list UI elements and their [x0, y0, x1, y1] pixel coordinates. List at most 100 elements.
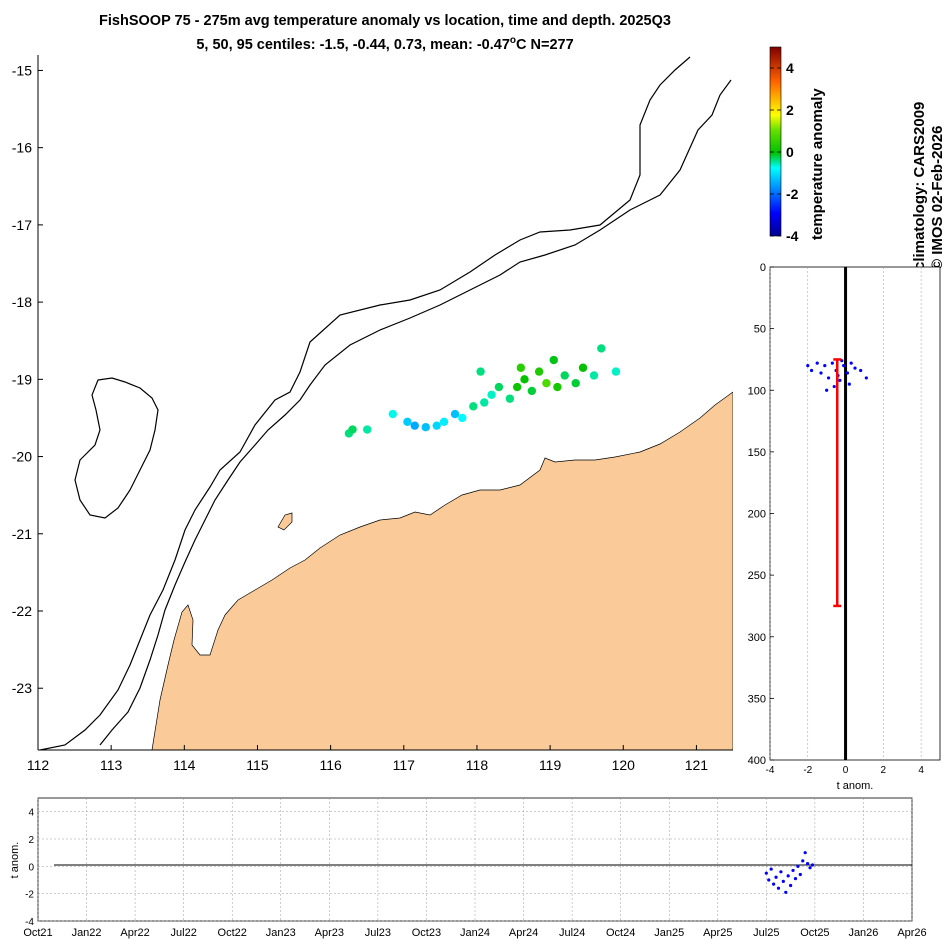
timeseries-data-point [772, 882, 776, 886]
depth-data-points [806, 359, 868, 392]
island-barrow [277, 512, 293, 531]
map-y-tick-label: -17 [12, 217, 32, 233]
timeseries-x-tick-label: Apr25 [703, 927, 732, 939]
map-data-point [480, 398, 489, 407]
timeseries-data-point [796, 864, 800, 868]
colorbar-label: temperature anomaly [809, 88, 826, 240]
depth-x-tick-label: -2 [803, 765, 812, 776]
timeseries-data-point [784, 890, 788, 894]
map-data-point [520, 375, 529, 384]
title-centiles: 5, 50, 95 centiles: -1.5, -0.44, 0.73, m… [196, 36, 510, 53]
map-y-tick-label: -15 [12, 62, 32, 78]
colorbar-tick-label: 2 [786, 102, 794, 118]
timeseries-data-point [793, 877, 798, 881]
depth-data-point [845, 371, 850, 375]
timeseries-y-tick-label: 0 [28, 862, 34, 873]
depth-data-point [815, 361, 819, 365]
timeseries-data-points [764, 851, 815, 894]
map-data-point [421, 423, 430, 432]
depth-data-point [859, 368, 863, 373]
depth-y-tick-label: 300 [748, 632, 766, 644]
timeseries-x-tick-label: Jul24 [559, 927, 585, 939]
timeseries-x-tick-label: Apr23 [315, 927, 344, 939]
depth-y-tick-label: 200 [748, 509, 766, 521]
timeseries-data-point [769, 867, 773, 871]
map-data-points [344, 344, 621, 438]
map-x-tick-label: 113 [100, 757, 123, 773]
depth-data-point [826, 376, 831, 380]
map-x-tick-label: 120 [612, 757, 636, 773]
map-data-point [553, 382, 562, 392]
map-data-point [527, 386, 537, 396]
map-y-axis: -15 -16 -17 -18 -19 -20 -21 -22 -23 [12, 62, 43, 696]
depth-x-tick-label: -4 [766, 765, 775, 776]
timeseries-data-point [789, 883, 793, 888]
timeseries-x-tick-label: Jul23 [365, 927, 391, 939]
timeseries-y-tick-label: 2 [28, 835, 34, 846]
timeseries-data-point [803, 851, 807, 855]
map-y-tick-label: -16 [12, 140, 32, 156]
timeseries-x-tick-label: Oct21 [23, 927, 52, 939]
timeseries-y-tick-label: -4 [25, 917, 34, 928]
map-data-point [403, 417, 412, 427]
map-x-tick-label: 112 [27, 757, 50, 773]
timeseries-y-axis: 4 2 0 -2 -4 [25, 808, 34, 928]
timeseries-data-point [779, 870, 783, 874]
map-x-axis: 112 113 114 115 116 117 118 119 120 121 [27, 745, 708, 773]
map-x-tick-label: 115 [246, 757, 269, 773]
map-data-point [571, 378, 580, 388]
depth-profile-y-axis: 0 50 100 150 200 250 300 350 400 [748, 262, 774, 767]
map-data-point [494, 382, 504, 392]
timeseries-data-point [781, 879, 785, 883]
contour-deep [99, 79, 732, 746]
timeseries-x-tick-label: Jan25 [654, 927, 684, 939]
timeseries-data-point [791, 868, 795, 873]
timeseries-data-point [810, 863, 815, 867]
timeseries-x-tick-label: Apr22 [120, 927, 149, 939]
landmass [151, 391, 733, 750]
depth-centile-bar [833, 358, 842, 608]
depth-y-tick-label: 0 [760, 262, 766, 274]
map-data-point [388, 409, 398, 419]
map-data-point [542, 378, 551, 388]
map-data-point [439, 417, 449, 427]
title-degree-symbol: o [509, 35, 516, 46]
timeseries-x-tick-label: Jan22 [72, 927, 102, 939]
contour-rowley-shoals [74, 377, 159, 519]
colorbar-ticks: 4 2 0 -2 -4 [770, 60, 799, 244]
map-x-tick-label: 114 [173, 757, 196, 773]
depth-data-point [849, 361, 853, 365]
map-data-point [578, 363, 588, 372]
colorbar-tick-label: 4 [786, 60, 794, 76]
depth-profile-x-axis: -4 -2 0 2 4 [766, 765, 925, 776]
timeseries-x-tick-label: Oct23 [412, 927, 441, 939]
colorbar-tick-label: 0 [786, 144, 794, 160]
depth-data-point [809, 368, 814, 373]
map-data-point [469, 402, 478, 411]
map-y-tick-label: -22 [12, 603, 32, 619]
depth-y-tick-label: 250 [748, 570, 766, 582]
timeseries-grid [37, 798, 913, 922]
colorbar-tick-label: -4 [786, 228, 799, 244]
contour-shelf [39, 56, 691, 750]
timeseries-x-axis: Oct21 Jan22 Apr22 Jul22 Oct22 Jan23 Apr23 Jul23… [23, 927, 926, 939]
timeseries-data-point [774, 875, 778, 879]
map-data-point [534, 367, 544, 376]
map-y-tick-label: -23 [12, 680, 32, 696]
depth-y-tick-label: 100 [748, 385, 766, 397]
timeseries-y-tick-label: -2 [25, 890, 34, 901]
map-y-tick-label: -18 [12, 294, 32, 310]
depth-data-point [864, 376, 868, 380]
timeseries-ylabel: t anom. [9, 842, 21, 879]
map-x-tick-label: 118 [466, 757, 489, 773]
depth-data-point [832, 384, 836, 389]
depth-x-tick-label: 0 [843, 765, 849, 776]
map-y-tick-label: -19 [12, 371, 32, 387]
map-data-point [597, 344, 606, 353]
timeseries-x-tick-label: Jan26 [848, 927, 878, 939]
map-area [38, 55, 733, 750]
depth-data-point [847, 382, 851, 386]
depth-data-point [825, 388, 829, 392]
map-data-point [450, 409, 460, 419]
timeseries-data-point [786, 874, 790, 878]
